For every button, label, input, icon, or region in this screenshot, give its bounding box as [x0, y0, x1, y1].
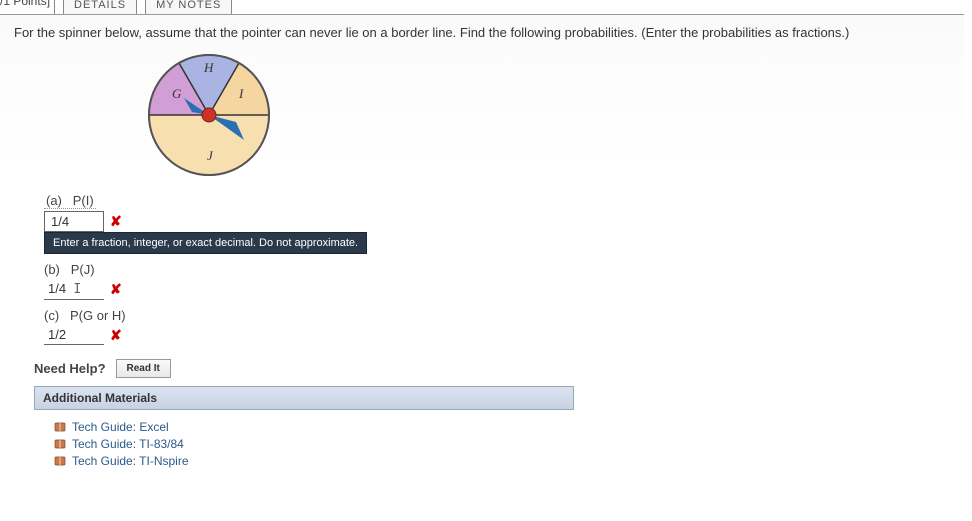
- sector-J: [149, 115, 269, 175]
- answers-section: (a) P(I) 1/4 ✘ Enter a fraction, integer…: [44, 193, 950, 345]
- additional-materials-header: Additional Materials: [34, 386, 574, 410]
- pointer-hub: [202, 108, 216, 122]
- part-b-label: (b) P(J): [44, 262, 95, 277]
- part-c: (c) P(G or H) 1/2 ✘: [44, 308, 950, 345]
- part-a-label: (a) P(I): [44, 193, 96, 209]
- question-panel: For the spinner below, assume that the p…: [0, 14, 964, 521]
- guide-item[interactable]: Tech Guide: TI-Nspire: [54, 454, 950, 468]
- guides-list: Tech Guide: Excel Tech Guide: TI-83/84 T…: [54, 420, 950, 468]
- spinner-svg: G H I J: [144, 50, 274, 180]
- part-a-input[interactable]: 1/4: [44, 211, 104, 232]
- book-icon: [54, 438, 66, 450]
- wrong-icon: ✘: [110, 213, 122, 230]
- wrong-icon: ✘: [110, 281, 122, 298]
- guide-item[interactable]: Tech Guide: Excel: [54, 420, 950, 434]
- question-prompt: For the spinner below, assume that the p…: [14, 25, 950, 40]
- label-H: H: [203, 60, 214, 75]
- need-help-label: Need Help?: [34, 361, 106, 376]
- guide-item[interactable]: Tech Guide: TI-83/84: [54, 437, 950, 451]
- validation-tooltip: Enter a fraction, integer, or exact deci…: [44, 232, 367, 254]
- spinner-figure: G H I J: [144, 50, 950, 183]
- part-c-input[interactable]: 1/2: [44, 325, 104, 345]
- book-icon: [54, 455, 66, 467]
- guide-link: Tech Guide: Excel: [72, 420, 169, 434]
- guide-link: Tech Guide: TI-83/84: [72, 437, 184, 451]
- part-b: (b) P(J) 1/4 I ✘: [44, 262, 950, 300]
- label-I: I: [238, 86, 244, 101]
- wrong-icon: ✘: [110, 327, 122, 344]
- label-G: G: [172, 86, 182, 101]
- part-c-label: (c) P(G or H): [44, 308, 126, 323]
- read-it-button[interactable]: Read It: [116, 359, 171, 378]
- guide-link: Tech Guide: TI-Nspire: [72, 454, 189, 468]
- part-b-input[interactable]: 1/4 I: [44, 279, 104, 300]
- text-cursor-icon: I: [73, 282, 81, 297]
- need-help-row: Need Help? Read It: [34, 359, 950, 378]
- part-a: (a) P(I) 1/4 ✘ Enter a fraction, integer…: [44, 193, 950, 254]
- book-icon: [54, 421, 66, 433]
